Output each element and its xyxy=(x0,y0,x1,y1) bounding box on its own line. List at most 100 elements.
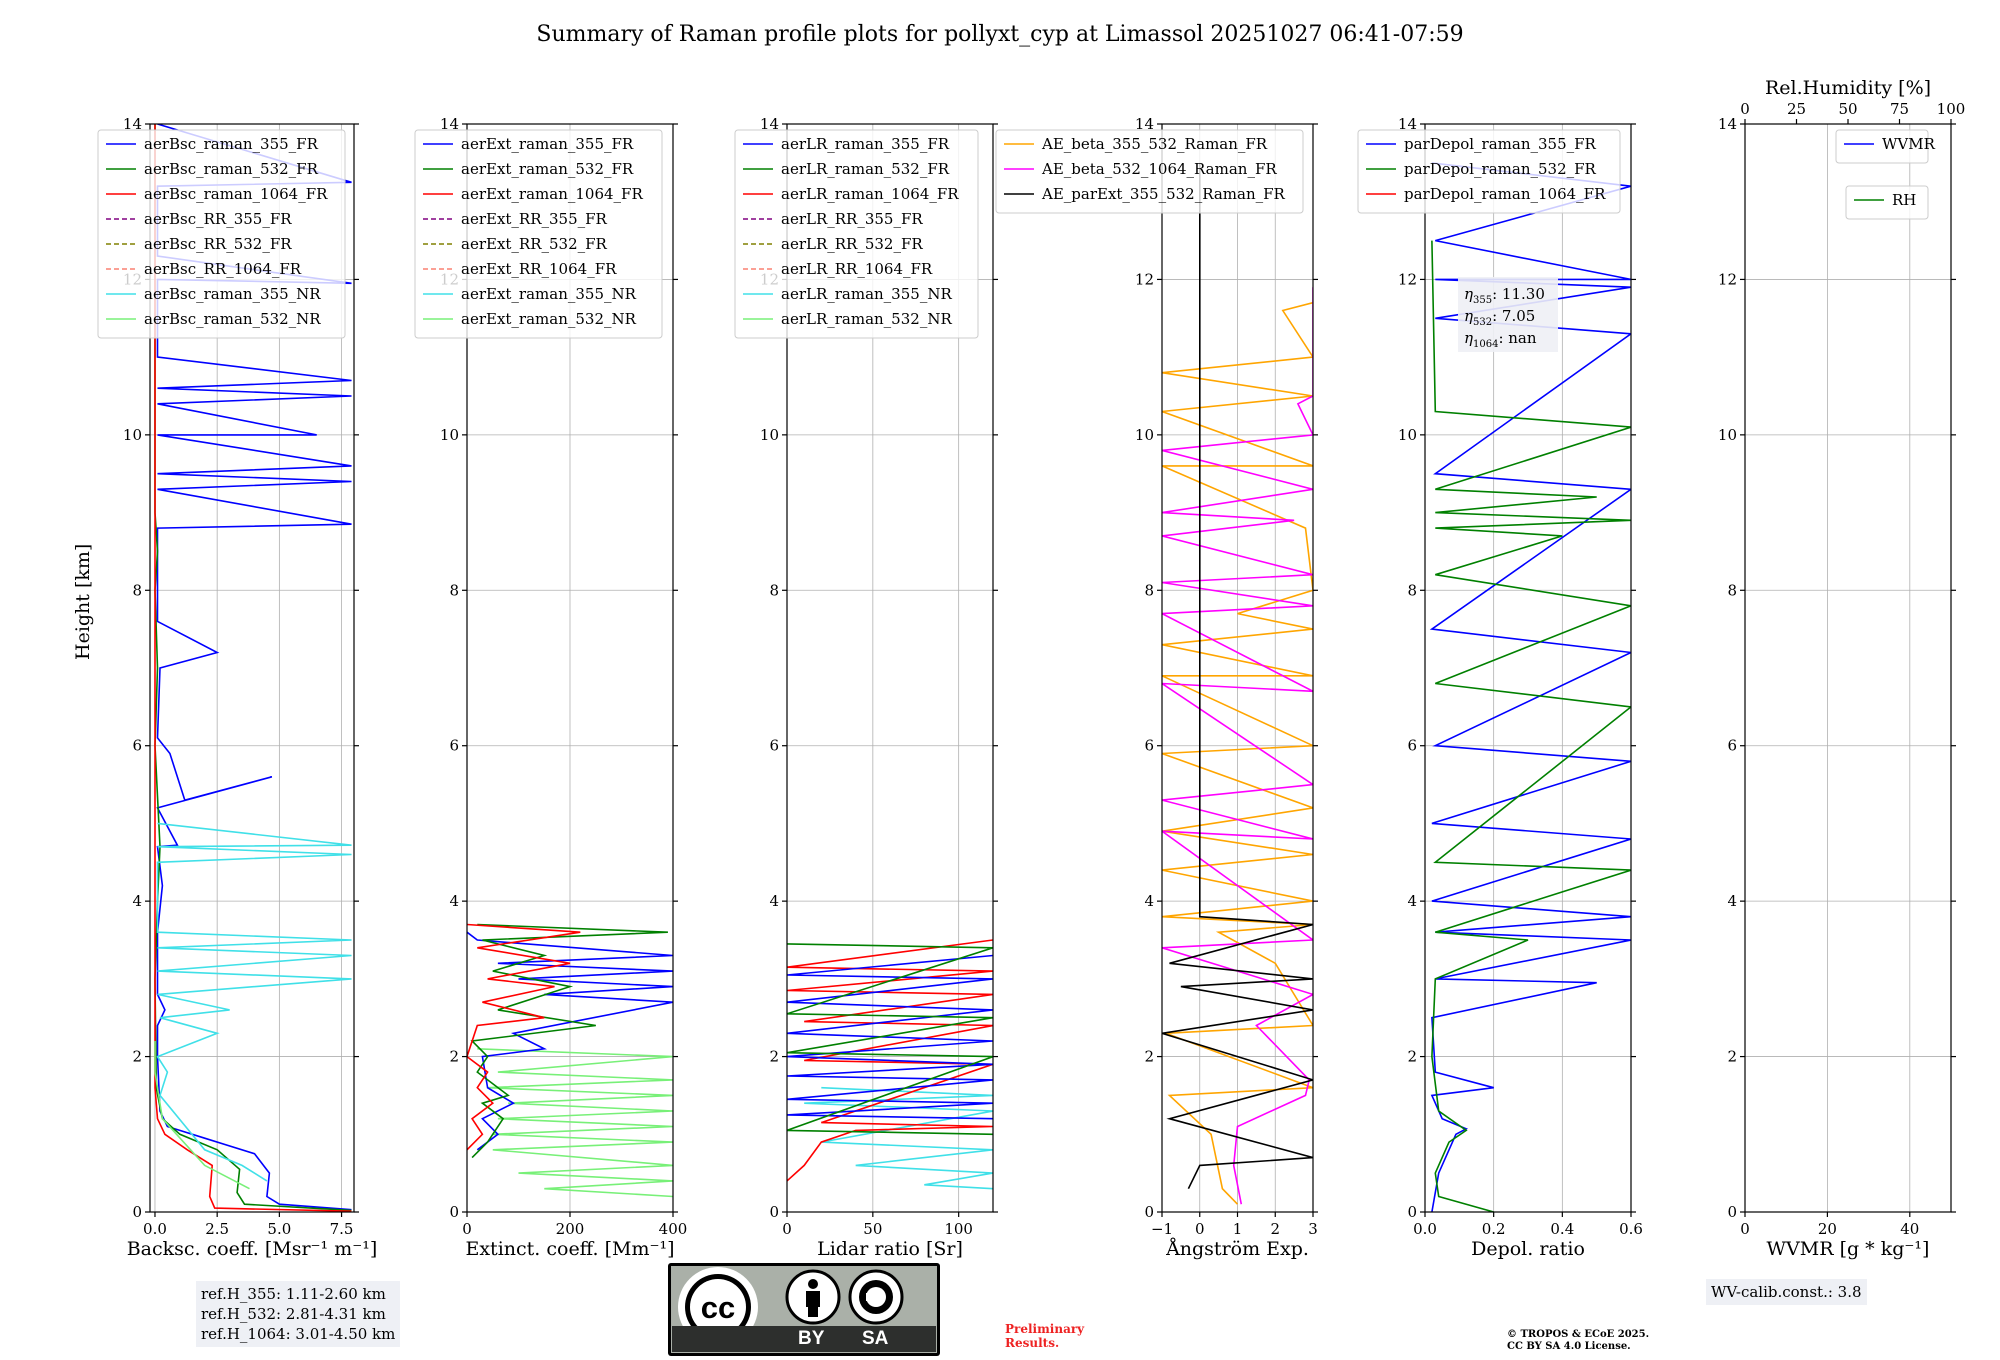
xtick-label: 0 xyxy=(1740,1220,1750,1238)
xtick-label: 0 xyxy=(1195,1220,1205,1238)
legend-label: aerExt_raman_355_NR xyxy=(461,285,637,303)
xaxis-label-lr: Lidar ratio [Sr] xyxy=(817,1238,963,1260)
xtick-label: 0 xyxy=(782,1220,792,1238)
ytick-label: 10 xyxy=(440,426,459,444)
legend-label: aerExt_raman_355_FR xyxy=(461,135,634,153)
wv-calib-box: WV-calib.const.: 3.8 xyxy=(1706,1279,1867,1305)
series-aerLR_raman_532_FR xyxy=(787,943,993,1136)
legend-label: parDepol_raman_532_FR xyxy=(1404,160,1597,178)
y-axis-label: Height [km] xyxy=(72,543,94,660)
refh-355: ref.H_355: 1.11-2.60 km xyxy=(201,1285,386,1303)
xtick-label: 40 xyxy=(1900,1220,1919,1238)
xtick-label: 0 xyxy=(462,1220,472,1238)
ytick-label: 4 xyxy=(1727,892,1737,910)
legend-label: aerExt_raman_532_NR xyxy=(461,310,637,328)
ytick-label: 2 xyxy=(1727,1048,1737,1066)
preliminary-line-2: Results. xyxy=(1005,1336,1060,1350)
refh-box: ref.H_355: 1.11-2.60 km ref.H_532: 2.81-… xyxy=(196,1281,401,1347)
ytick-label: 0 xyxy=(769,1203,779,1221)
series-aerLR_raman_355_NR xyxy=(804,1086,993,1190)
legend-label: aerLR_RR_1064_FR xyxy=(781,260,933,278)
ytick-label: 10 xyxy=(1135,426,1154,444)
xtick-label: 1 xyxy=(1233,1220,1243,1238)
legend-label: aerBsc_raman_1064_FR xyxy=(144,185,328,203)
xaxis-label-ae: Ångström Exp. xyxy=(1166,1238,1309,1260)
legend-frame xyxy=(995,129,1304,214)
legend-ext: aerExt_raman_355_FR aerExt_raman_532_FRae… xyxy=(414,129,663,339)
xtick-label: 7.5 xyxy=(330,1220,354,1238)
top-xtick-label: 0 xyxy=(1740,100,1750,118)
top-xtick-label: 50 xyxy=(1838,100,1857,118)
legend-label: WVMR xyxy=(1882,135,1936,153)
xtick-label: 400 xyxy=(659,1220,688,1238)
legend-label: aerBsc_raman_532_NR xyxy=(144,310,321,328)
axes-frame xyxy=(1744,123,1952,1213)
ytick-label: 4 xyxy=(1144,892,1154,910)
legend-frame xyxy=(97,129,346,339)
eta-box-bg xyxy=(1458,277,1558,352)
series-AE_beta_532_1064_Raman_FR xyxy=(1162,287,1313,1205)
ytick-label: 0 xyxy=(132,1203,142,1221)
xtick-label: 2 xyxy=(1270,1220,1280,1238)
ytick-label: 0 xyxy=(449,1203,459,1221)
ytick-label: 12 xyxy=(1135,270,1154,288)
legend-label: AE_beta_355_532_Raman_FR xyxy=(1041,135,1268,153)
legend-label: aerExt_raman_532_FR xyxy=(461,160,634,178)
ytick-label: 8 xyxy=(1407,581,1417,599)
ytick-label: 14 xyxy=(440,115,459,133)
xtick-label: 0.0 xyxy=(143,1220,167,1238)
axes-frame xyxy=(786,123,994,1213)
ytick-label: 12 xyxy=(1718,270,1737,288)
axes-frame xyxy=(1424,123,1632,1213)
ytick-label: 0 xyxy=(1727,1203,1737,1221)
ytick-label: 4 xyxy=(769,892,779,910)
eta-line: η355: 11.30 xyxy=(1464,285,1545,306)
xtick-label: 0.6 xyxy=(1619,1220,1643,1238)
legend-label: parDepol_raman_1064_FR xyxy=(1404,185,1606,203)
ytick-label: 2 xyxy=(1144,1048,1154,1066)
preliminary-note: Preliminary Results. xyxy=(1005,1322,1084,1350)
xtick-label: 2.5 xyxy=(205,1220,229,1238)
legend-bsc: aerBsc_raman_355_FR aerBsc_raman_532_FRae… xyxy=(97,129,346,339)
ytick-label: 14 xyxy=(123,115,142,133)
ytick-label: 2 xyxy=(449,1048,459,1066)
eta-line: η1064: nan xyxy=(1464,329,1537,350)
legend-label: aerLR_RR_532_FR xyxy=(781,235,923,253)
ytick-label: 8 xyxy=(449,581,459,599)
ytick-label: 10 xyxy=(760,426,779,444)
ytick-label: 12 xyxy=(1398,270,1417,288)
legend-label: parDepol_raman_355_FR xyxy=(1404,135,1597,153)
xtick-label: 3 xyxy=(1308,1220,1318,1238)
copyright-line-1: © TROPOS & ECoE 2025. xyxy=(1507,1329,1650,1340)
cc-by-label: BY xyxy=(798,1328,825,1349)
legend-label: AE_parExt_355_532_Raman_FR xyxy=(1041,185,1286,203)
series-aerExt_raman_1064_FR xyxy=(467,923,581,1151)
legend-label: AE_beta_532_1064_Raman_FR xyxy=(1041,160,1277,178)
cc-sa-label: SA xyxy=(862,1328,889,1349)
ytick-label: 2 xyxy=(769,1048,779,1066)
ytick-label: 10 xyxy=(1718,426,1737,444)
legend-lr: aerLR_raman_355_FR aerLR_raman_532_FR aerL… xyxy=(734,129,979,339)
legend-label: aerBsc_RR_355_FR xyxy=(144,210,292,228)
refh-1064: ref.H_1064: 3.01-4.50 km xyxy=(201,1325,396,1343)
ytick-label: 2 xyxy=(1407,1048,1417,1066)
ytick-label: 6 xyxy=(1727,737,1737,755)
ytick-label: 10 xyxy=(1398,426,1417,444)
ytick-label: 8 xyxy=(132,581,142,599)
xtick-label: 20 xyxy=(1818,1220,1837,1238)
legend-depol: parDepol_raman_355_FR parDepol_raman_532_… xyxy=(1357,129,1621,214)
ytick-label: 14 xyxy=(1135,115,1154,133)
series-parDepol_raman_532_FR xyxy=(1431,240,1631,1212)
legend-label: aerBsc_raman_355_NR xyxy=(144,285,321,303)
xtick-label: 0.2 xyxy=(1482,1220,1506,1238)
legend-frame xyxy=(414,129,663,339)
legend-label: aerBsc_raman_355_FR xyxy=(144,135,319,153)
xtick-label: 0.4 xyxy=(1550,1220,1574,1238)
series-aerBsc_raman_532_NR xyxy=(154,1041,250,1190)
legend-frame xyxy=(1357,129,1621,214)
ytick-label: 4 xyxy=(132,892,142,910)
rh-axis-label: Rel.Humidity [%] xyxy=(1765,77,1931,99)
legend-label: RH xyxy=(1892,191,1916,209)
